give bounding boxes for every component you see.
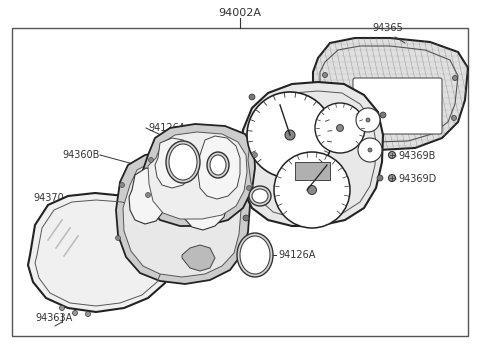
Ellipse shape <box>358 138 382 162</box>
Ellipse shape <box>207 152 229 178</box>
Text: 94126A: 94126A <box>278 187 315 197</box>
Polygon shape <box>123 159 241 277</box>
Ellipse shape <box>166 141 200 183</box>
Polygon shape <box>240 82 383 226</box>
Text: 94369D: 94369D <box>398 174 436 184</box>
Ellipse shape <box>244 236 250 240</box>
Polygon shape <box>143 124 255 226</box>
Polygon shape <box>313 38 468 150</box>
Ellipse shape <box>323 73 327 77</box>
Ellipse shape <box>252 189 268 203</box>
Ellipse shape <box>452 116 456 120</box>
FancyBboxPatch shape <box>353 78 442 134</box>
Polygon shape <box>182 161 228 230</box>
Ellipse shape <box>210 155 226 175</box>
Ellipse shape <box>169 144 197 180</box>
Ellipse shape <box>85 312 91 317</box>
Text: 94363A: 94363A <box>35 313 72 323</box>
Ellipse shape <box>249 186 271 206</box>
Polygon shape <box>198 136 240 199</box>
Text: 94126A: 94126A <box>192 131 229 141</box>
Ellipse shape <box>116 236 120 240</box>
Bar <box>12 28 468 336</box>
Ellipse shape <box>324 127 328 133</box>
Ellipse shape <box>366 118 370 122</box>
Ellipse shape <box>285 130 295 140</box>
Ellipse shape <box>120 183 124 187</box>
Ellipse shape <box>249 94 255 100</box>
Ellipse shape <box>243 215 249 221</box>
Text: 94369B: 94369B <box>398 151 435 161</box>
Ellipse shape <box>240 236 270 274</box>
Polygon shape <box>148 132 247 219</box>
Text: 94126A: 94126A <box>278 250 315 260</box>
Polygon shape <box>155 138 192 188</box>
Ellipse shape <box>247 92 333 178</box>
Ellipse shape <box>251 193 255 198</box>
Ellipse shape <box>274 152 350 228</box>
Polygon shape <box>28 193 175 312</box>
Ellipse shape <box>368 148 372 152</box>
Ellipse shape <box>72 311 77 315</box>
Ellipse shape <box>308 186 316 194</box>
Polygon shape <box>116 151 250 284</box>
FancyBboxPatch shape <box>295 162 330 180</box>
Ellipse shape <box>453 75 457 81</box>
Text: 94365: 94365 <box>372 23 403 33</box>
Ellipse shape <box>336 125 344 132</box>
Ellipse shape <box>388 151 396 158</box>
Polygon shape <box>129 168 166 224</box>
Ellipse shape <box>145 193 151 198</box>
Ellipse shape <box>252 153 257 157</box>
Ellipse shape <box>60 305 64 311</box>
Ellipse shape <box>380 112 386 118</box>
Text: 94002A: 94002A <box>218 8 262 18</box>
Ellipse shape <box>237 233 273 277</box>
Text: 94370: 94370 <box>33 193 64 203</box>
Polygon shape <box>182 245 215 271</box>
Ellipse shape <box>388 174 396 181</box>
Ellipse shape <box>315 103 365 153</box>
Ellipse shape <box>356 108 380 132</box>
Text: 94360B: 94360B <box>62 150 99 160</box>
Ellipse shape <box>247 186 252 191</box>
Ellipse shape <box>148 157 154 163</box>
Ellipse shape <box>377 175 383 181</box>
Text: 94126A: 94126A <box>148 123 185 133</box>
